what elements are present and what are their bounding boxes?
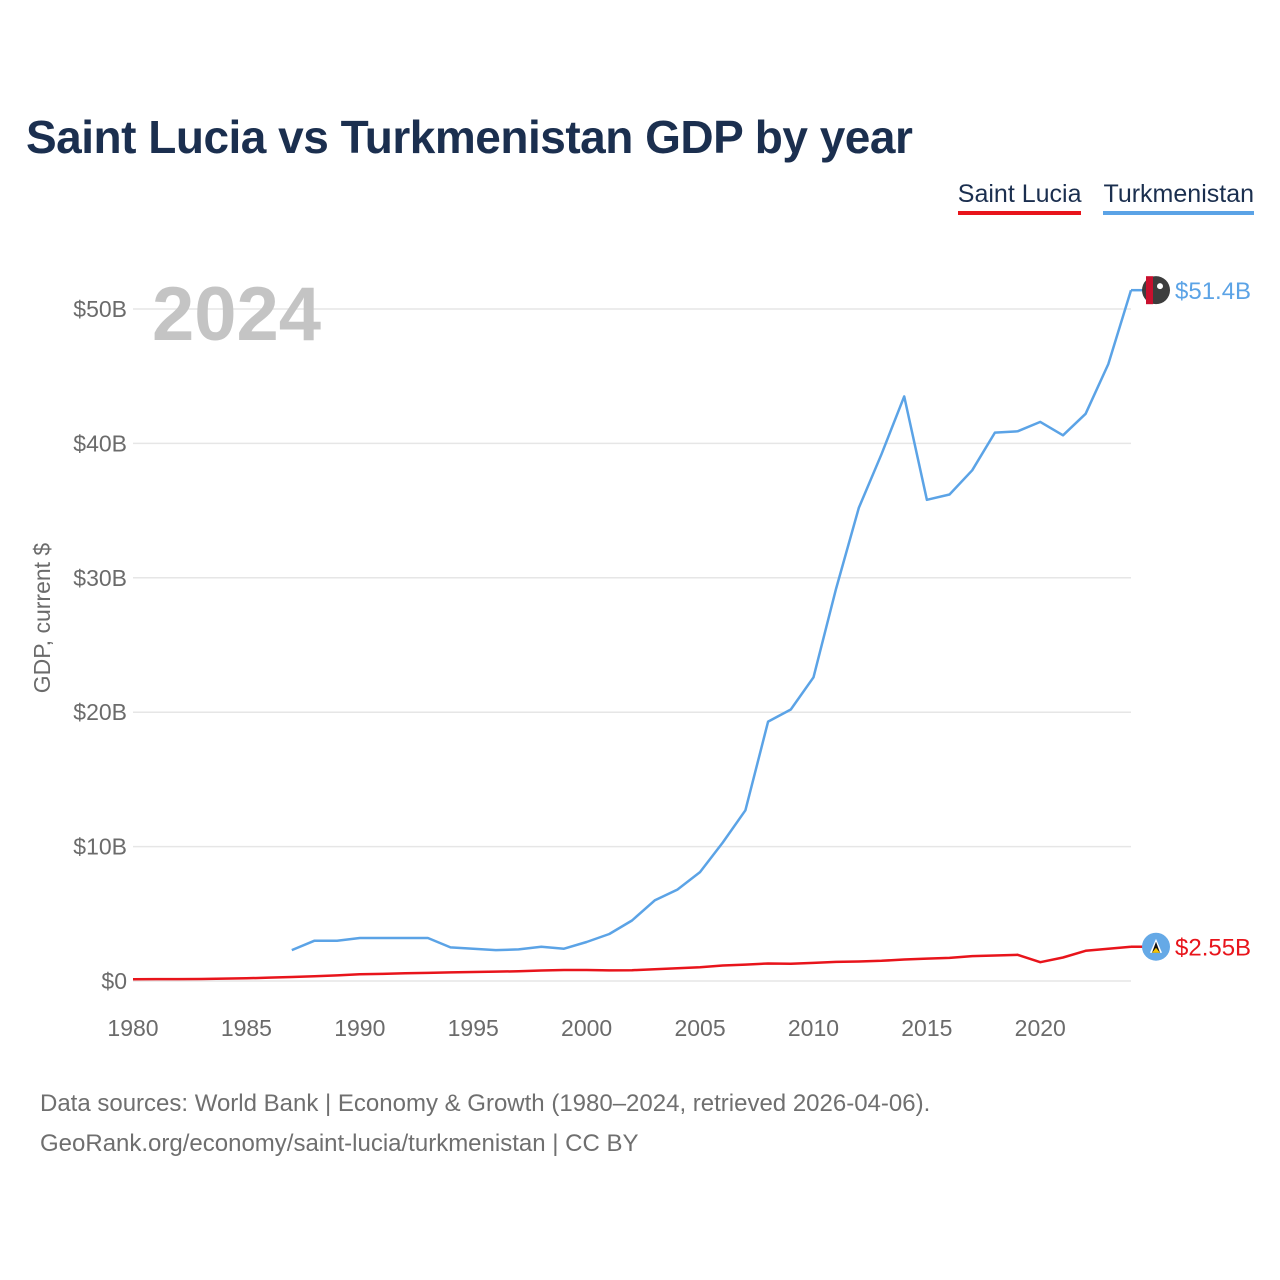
legend-item-saint-lucia[interactable]: Saint Lucia (957, 180, 1082, 215)
x-tick-label: 2000 (561, 1015, 612, 1041)
flag-triangle-inner (1152, 947, 1160, 953)
year-label: 2024 (152, 272, 321, 357)
turkmenistan-flag-icon (1142, 276, 1170, 305)
x-tick-label: 1985 (221, 1015, 272, 1041)
legend-item-turkmenistan[interactable]: Turkmenistan (1103, 180, 1254, 215)
flag-stripe (1146, 276, 1153, 305)
flag-triangle-mid (1152, 941, 1160, 953)
x-tick-label: 2010 (788, 1015, 839, 1041)
x-tick-label: 1995 (448, 1015, 499, 1041)
line-chart: $0 $10B $20B $30B $40B $50B 1980 1985 1990 1995 20… (29, 272, 1251, 1041)
footer-sources: Data sources: World Bank | Economy & Gro… (40, 1090, 931, 1117)
y-axis-label: GDP, current $ (29, 543, 55, 694)
x-tick-label: 1980 (107, 1015, 158, 1041)
legend: Saint Lucia Turkmenistan (957, 180, 1254, 215)
y-tick-label: $10B (73, 834, 127, 860)
flag-crescent (1157, 283, 1163, 290)
end-value-label-turkmenistan: $51.4B (1175, 278, 1251, 305)
x-tick-label: 1990 (334, 1015, 385, 1041)
x-tick-label: 2005 (674, 1015, 725, 1041)
x-tick-label: 2015 (901, 1015, 952, 1041)
y-tick-label: $40B (73, 430, 127, 456)
chart-title: Saint Lucia vs Turkmenistan GDP by year (26, 111, 913, 163)
saint-lucia-flag-icon (1142, 932, 1170, 961)
y-tick-label: $50B (73, 296, 127, 322)
x-tick-label: 2020 (1015, 1015, 1066, 1041)
y-tick-label: $30B (73, 565, 127, 591)
y-tick-label: $20B (73, 699, 127, 725)
series-line-saint-lucia (132, 945, 1132, 981)
y-tick-label: $0 (101, 968, 127, 994)
series-line-turkmenistan (291, 289, 1133, 952)
footer: Data sources: World Bank | Economy & Gro… (40, 1084, 930, 1164)
footer-attribution[interactable]: GeoRank.org/economy/saint-lucia/turkmeni… (40, 1130, 639, 1157)
end-value-label-saint-lucia: $2.55B (1175, 935, 1251, 962)
